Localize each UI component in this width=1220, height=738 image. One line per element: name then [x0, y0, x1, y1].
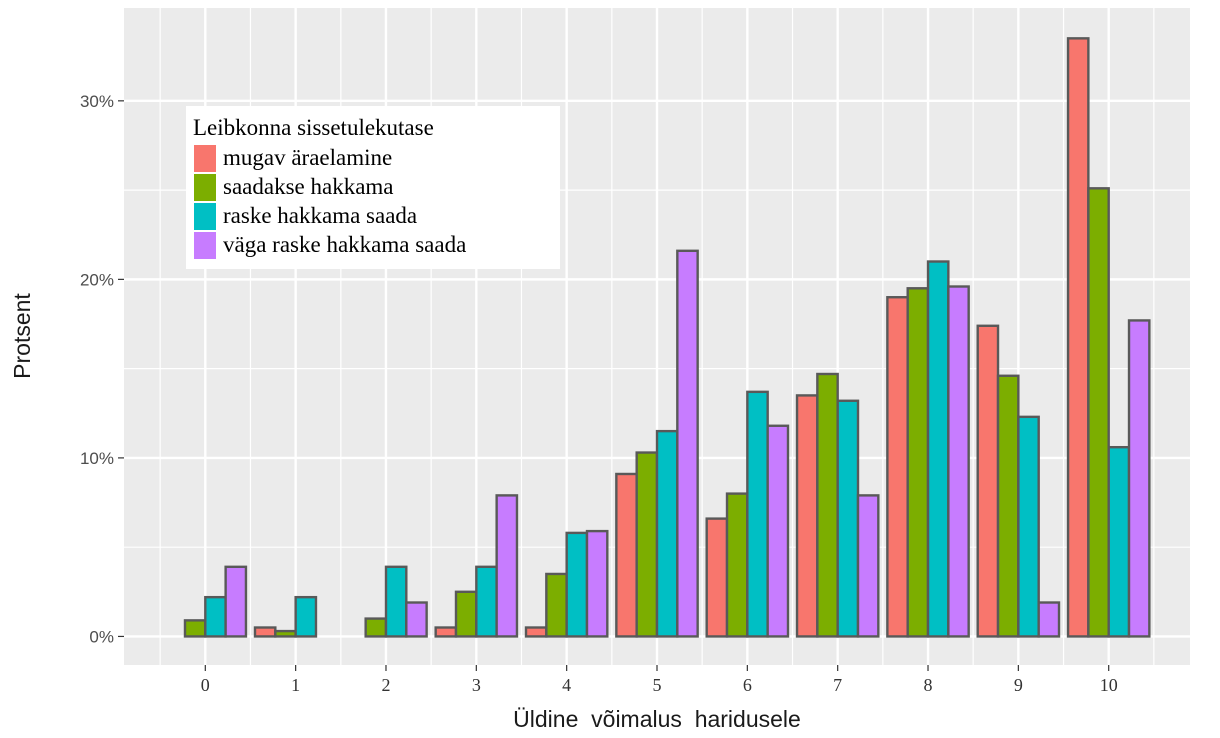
bar [454, 590, 478, 638]
bar [856, 494, 880, 638]
x-tick-label: 4 [562, 675, 571, 695]
legend-label: raske hakkama saada [223, 203, 417, 228]
bar [635, 451, 659, 638]
bar [1037, 601, 1061, 638]
bar [524, 626, 548, 638]
bar [996, 374, 1020, 638]
x-tick-label: 6 [743, 675, 752, 695]
bar [405, 601, 428, 638]
bar [766, 424, 790, 638]
legend-background [186, 106, 560, 269]
x-tick-label: 1 [291, 675, 300, 695]
bar [906, 287, 930, 638]
bar [565, 531, 589, 638]
bar [705, 517, 729, 638]
legend-title: Leibkonna sissetulekutase [193, 115, 434, 140]
x-tick-label: 2 [381, 675, 390, 695]
y-axis: 0% 10% 20% 30% [80, 92, 124, 646]
bar [1087, 187, 1110, 638]
x-tick-label: 10 [1100, 675, 1118, 695]
bar [947, 285, 970, 638]
bar [274, 629, 297, 638]
bar [816, 372, 839, 638]
x-tick-label: 8 [924, 675, 933, 695]
x-tick-label: 3 [472, 675, 481, 695]
x-axis-title: Üldine võimalus haridusele [513, 706, 801, 732]
x-tick-label: 9 [1014, 675, 1023, 695]
bars [183, 37, 1151, 638]
bar [434, 626, 458, 638]
bar [183, 619, 207, 638]
legend-label: saadakse hakkama [223, 174, 394, 199]
bar [836, 399, 860, 638]
legend-swatch [194, 203, 216, 230]
legend-swatch [194, 232, 216, 259]
y-axis-title: Protsent [9, 293, 35, 379]
bar [204, 595, 227, 638]
x-axis: 0 1 2 3 4 5 6 7 8 9 10 [201, 665, 1118, 695]
legend-swatch [194, 174, 216, 201]
bar [886, 296, 909, 638]
bar [495, 494, 519, 638]
legend-label: mugav äraelamine [223, 145, 392, 170]
bar [926, 260, 950, 638]
legend: Leibkonna sissetulekutase mugav äraelami… [186, 106, 560, 269]
bar [1127, 319, 1151, 638]
bar [1017, 415, 1040, 638]
bar [294, 595, 318, 638]
y-tick-label: 20% [80, 270, 114, 289]
y-tick-label: 30% [80, 92, 114, 111]
bar [475, 565, 498, 638]
legend-items: mugav äraelamine saadakse hakkama raske ha… [194, 145, 466, 259]
x-tick-label: 5 [653, 675, 662, 695]
bar [253, 626, 277, 638]
bar [585, 529, 609, 638]
y-tick-label: 10% [80, 449, 114, 468]
x-tick-label: 0 [201, 675, 210, 695]
y-tick-label: 0% [89, 627, 114, 646]
legend-label: väga raske hakkama saada [223, 232, 466, 257]
x-tick-label: 7 [833, 675, 842, 695]
bar [976, 324, 1000, 638]
bar [615, 472, 638, 638]
bar [224, 565, 248, 638]
bar [725, 492, 749, 638]
bar [676, 249, 699, 638]
bar [746, 390, 769, 638]
bar [795, 394, 819, 638]
bar [1066, 37, 1090, 638]
legend-swatch [194, 145, 216, 172]
bar [545, 572, 568, 638]
bar [655, 429, 679, 638]
bar [384, 565, 408, 638]
bar [1107, 445, 1131, 638]
bar [364, 617, 388, 638]
